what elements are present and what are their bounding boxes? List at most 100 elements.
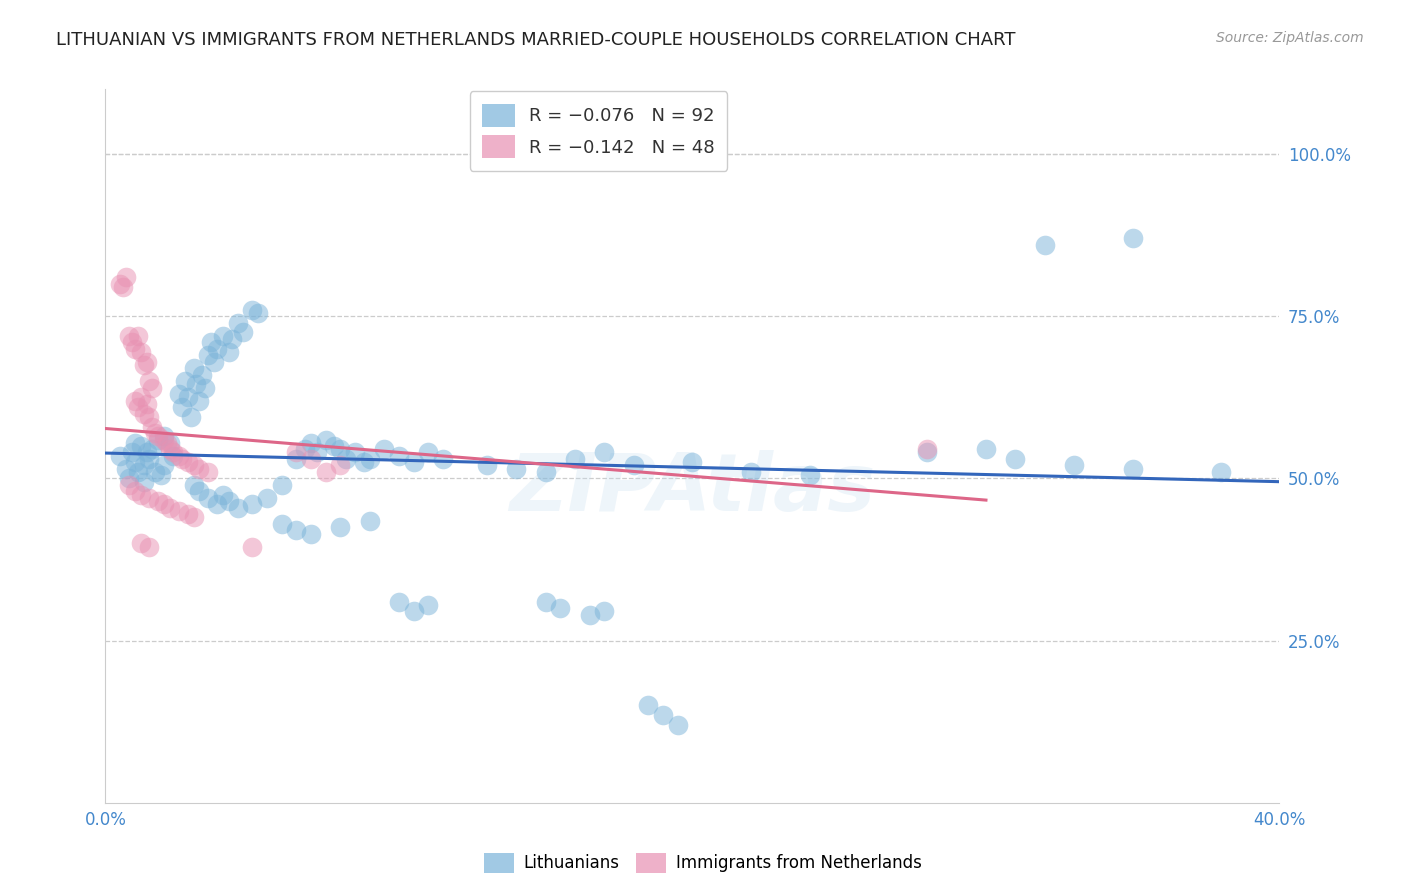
Point — [799, 468, 821, 483]
Point — [240, 302, 263, 317]
Point — [202, 354, 225, 368]
Point — [121, 445, 143, 459]
Point — [226, 316, 249, 330]
Point — [418, 445, 440, 459]
Point — [135, 354, 157, 368]
Point — [167, 387, 190, 401]
Point — [432, 452, 454, 467]
Point — [170, 452, 193, 467]
Point — [191, 368, 214, 382]
Point — [167, 504, 190, 518]
Point — [1004, 452, 1026, 467]
Point — [637, 698, 659, 713]
Point — [129, 439, 152, 453]
Point — [388, 449, 411, 463]
Point — [124, 435, 146, 450]
Point — [115, 461, 138, 475]
Point — [159, 500, 181, 515]
Point — [170, 400, 193, 414]
Point — [108, 449, 131, 463]
Point — [148, 433, 170, 447]
Point — [343, 445, 366, 459]
Point — [194, 381, 217, 395]
Point — [124, 455, 146, 469]
Point — [294, 442, 316, 457]
Legend: R = −0.076   N = 92, R = −0.142   N = 48: R = −0.076 N = 92, R = −0.142 N = 48 — [470, 91, 727, 171]
Point — [315, 465, 337, 479]
Point — [188, 484, 211, 499]
Point — [305, 445, 328, 459]
Point — [153, 429, 176, 443]
Point — [129, 488, 152, 502]
Point — [127, 328, 149, 343]
Point — [197, 348, 219, 362]
Point — [200, 335, 222, 350]
Point — [153, 497, 176, 511]
Point — [138, 409, 160, 424]
Point — [232, 326, 254, 340]
Point — [388, 595, 411, 609]
Point — [256, 491, 278, 505]
Point — [129, 536, 152, 550]
Point — [299, 526, 322, 541]
Point — [974, 442, 997, 457]
Point — [564, 452, 586, 467]
Point — [475, 458, 498, 473]
Point — [197, 465, 219, 479]
Point — [183, 478, 205, 492]
Point — [132, 475, 155, 489]
Point — [205, 342, 228, 356]
Point — [1063, 458, 1085, 473]
Point — [240, 540, 263, 554]
Point — [418, 598, 440, 612]
Point — [505, 461, 527, 475]
Point — [1122, 231, 1144, 245]
Point — [285, 524, 308, 538]
Point — [143, 425, 166, 440]
Point — [247, 306, 270, 320]
Point — [666, 718, 689, 732]
Point — [205, 497, 228, 511]
Point — [112, 280, 135, 294]
Point — [180, 409, 202, 424]
Point — [135, 397, 157, 411]
Point — [118, 471, 141, 485]
Point — [323, 439, 346, 453]
Point — [148, 429, 170, 443]
Point — [132, 358, 155, 372]
Point — [183, 458, 205, 473]
Point — [176, 507, 198, 521]
Point — [129, 345, 152, 359]
Point — [127, 465, 149, 479]
Point — [135, 445, 157, 459]
Point — [285, 452, 308, 467]
Legend: Lithuanians, Immigrants from Netherlands: Lithuanians, Immigrants from Netherlands — [477, 847, 929, 880]
Point — [183, 361, 205, 376]
Point — [682, 455, 704, 469]
Point — [162, 445, 184, 459]
Point — [132, 407, 155, 421]
Point — [118, 478, 141, 492]
Point — [299, 435, 322, 450]
Point — [740, 465, 762, 479]
Point — [578, 607, 600, 622]
Point — [402, 455, 425, 469]
Point — [159, 442, 181, 457]
Point — [141, 381, 163, 395]
Point — [917, 445, 939, 459]
Point — [138, 540, 160, 554]
Point — [173, 374, 195, 388]
Point — [183, 510, 205, 524]
Point — [211, 488, 233, 502]
Point — [221, 332, 243, 346]
Point — [652, 708, 675, 723]
Point — [176, 390, 198, 404]
Point — [285, 445, 308, 459]
Point — [167, 449, 190, 463]
Point — [162, 449, 184, 463]
Point — [138, 452, 160, 467]
Point — [188, 461, 211, 475]
Point — [299, 452, 322, 467]
Point — [138, 374, 160, 388]
Point — [141, 442, 163, 457]
